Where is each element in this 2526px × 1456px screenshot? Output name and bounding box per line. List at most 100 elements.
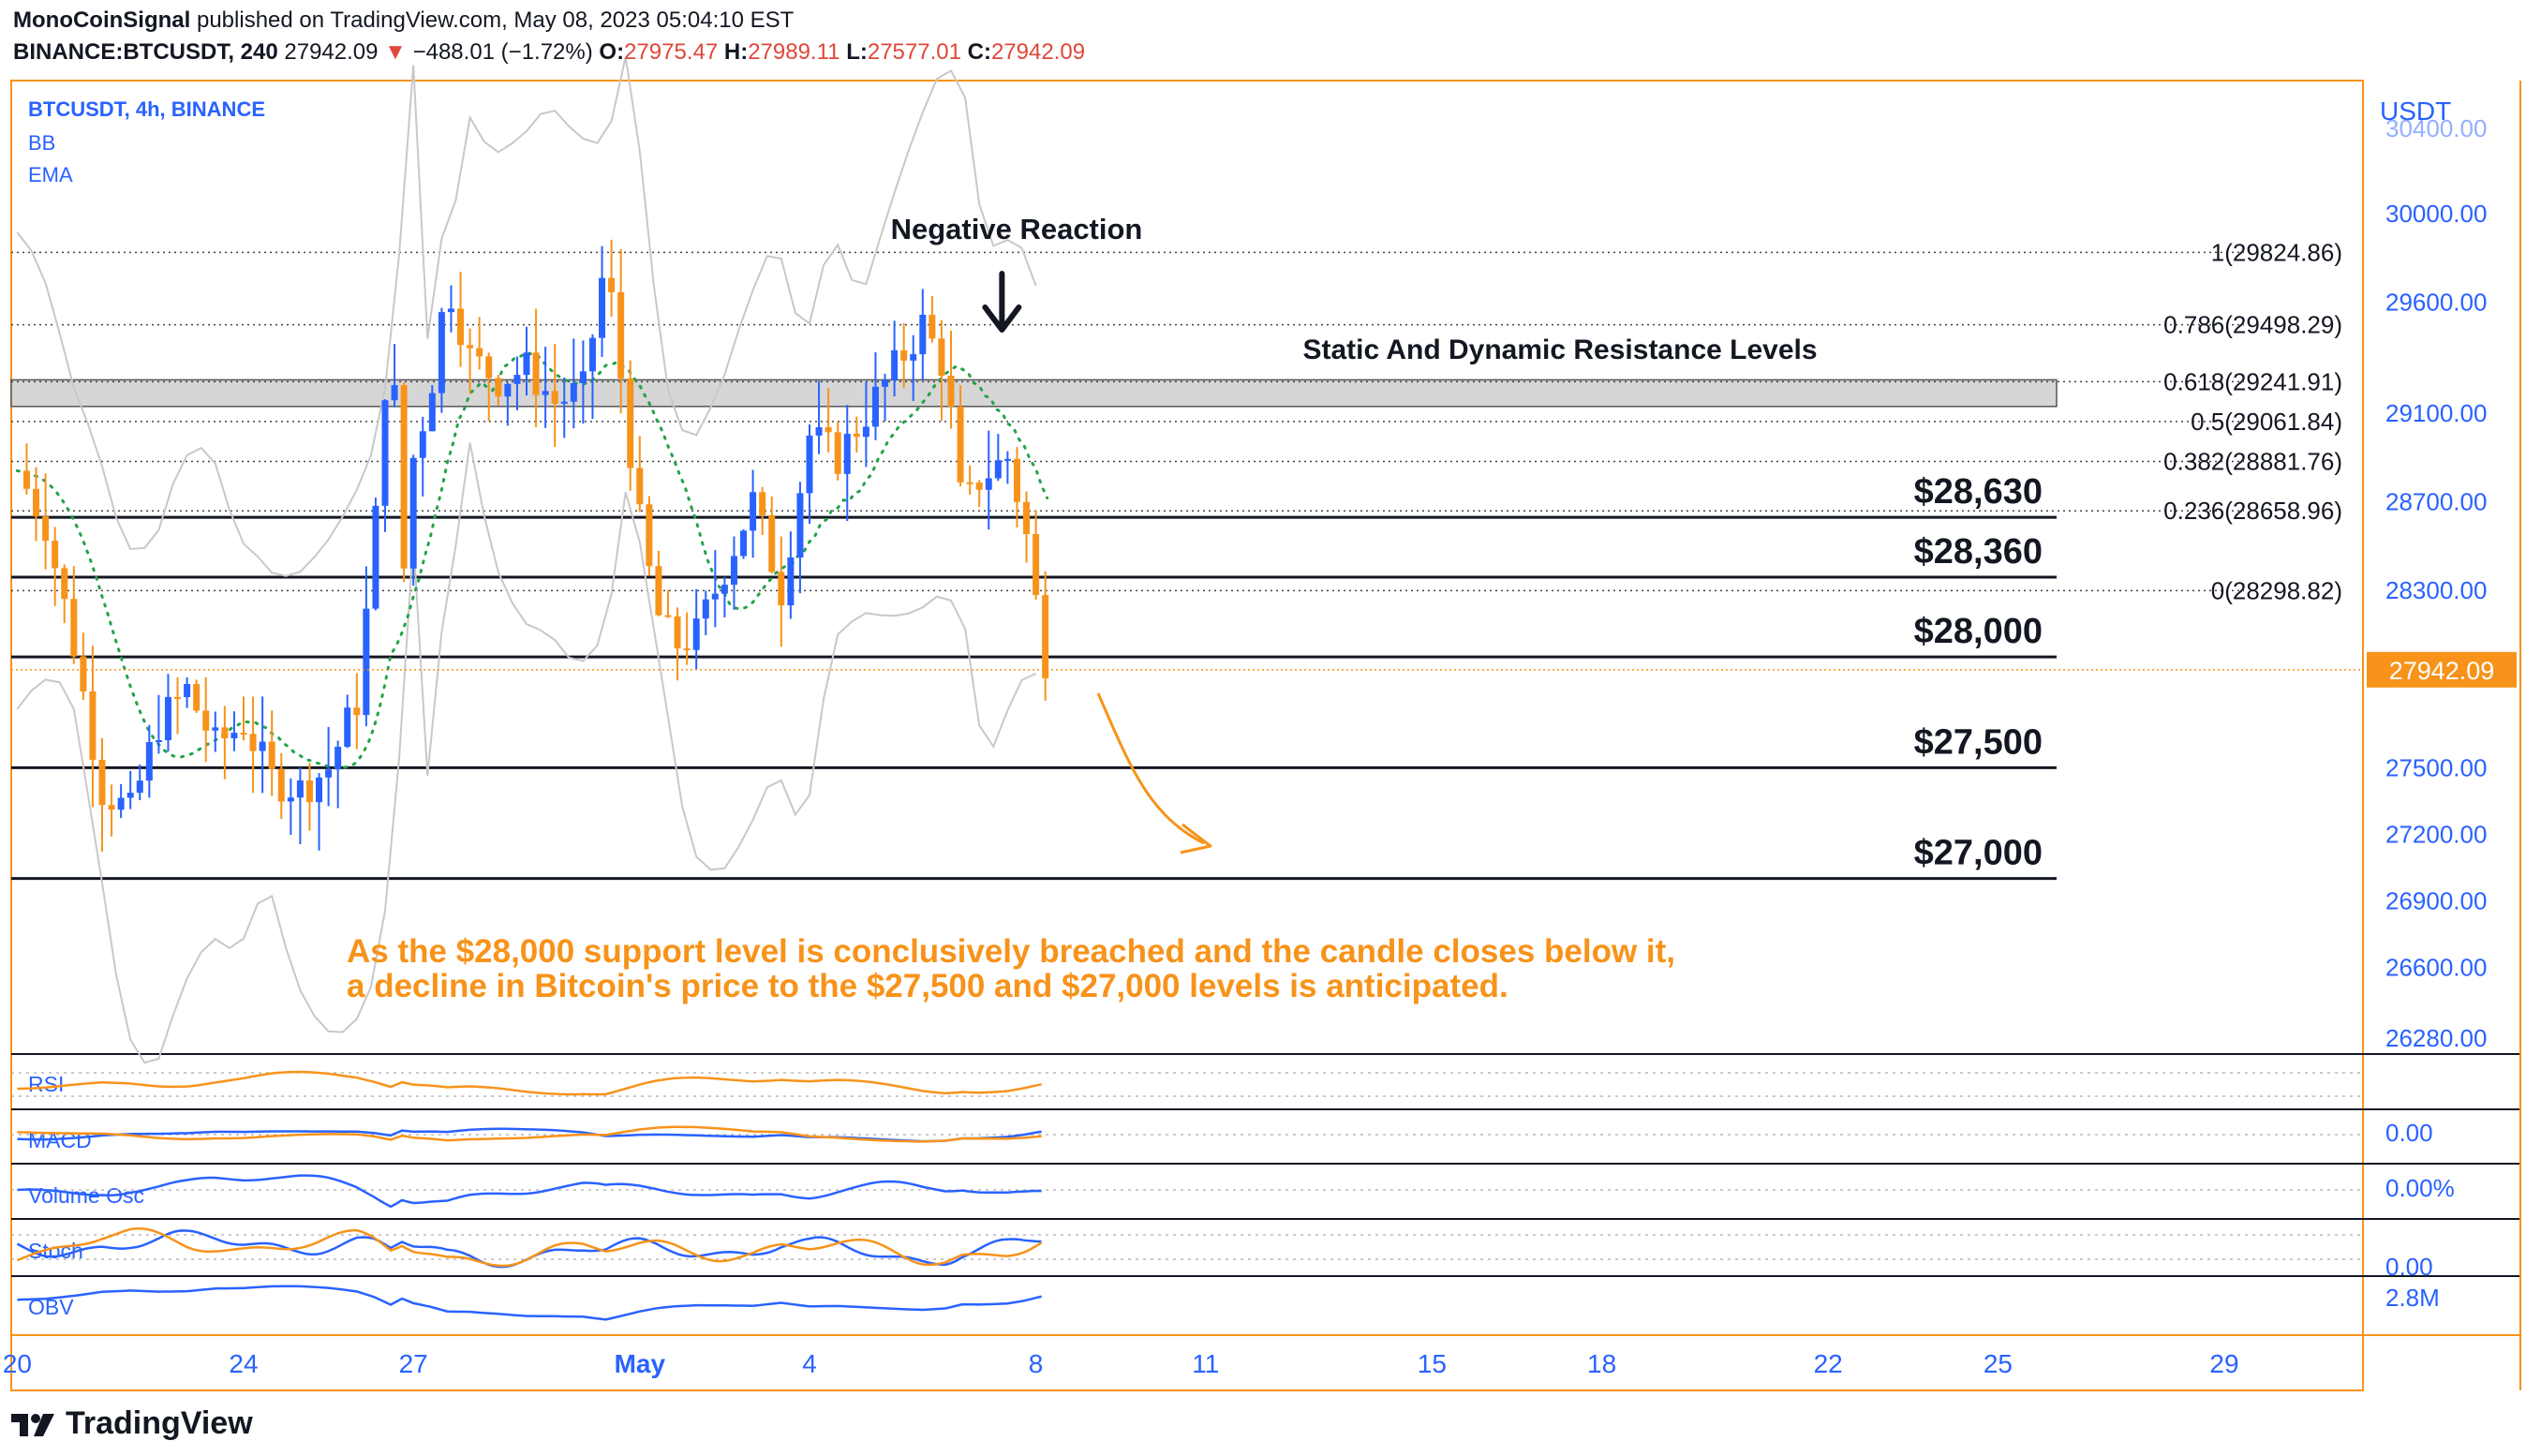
candle-body [353, 707, 361, 716]
time-tick: 25 [1984, 1349, 2013, 1378]
candle-body [966, 482, 973, 484]
price-tick: 27200.00 [2385, 820, 2487, 848]
negative-reaction-label: Negative Reaction [891, 213, 1143, 245]
fib-level-label: 0.786(29498.29) [2163, 311, 2342, 339]
candle-body [126, 793, 134, 798]
candle-body [1013, 458, 1020, 502]
candle-body [174, 696, 182, 699]
candle-body [843, 433, 851, 474]
candle-body [117, 797, 125, 810]
candle-body [98, 759, 106, 806]
candle-body [636, 468, 644, 505]
price-tick: 26280.00 [2385, 1024, 2487, 1052]
ema-legend[interactable]: EMA [28, 163, 73, 186]
publish-info: published on TradingView.com, May 08, 20… [196, 7, 795, 33]
indicator-value: 0.00 [2385, 1253, 2433, 1281]
support-levels-layer: $28,630 $28,360 $28,000 $27,500 $27,000 [11, 472, 2057, 881]
candle-body [240, 733, 247, 735]
ema-dotted-line [15, 350, 1049, 770]
price-tick: 28300.00 [2385, 576, 2487, 604]
down-arrow-icon [982, 271, 1022, 333]
fib-level-label: 1(29824.86) [2211, 238, 2342, 266]
candle-body [513, 375, 521, 384]
candle-body [778, 572, 785, 606]
author-name[interactable]: MonoCoinSignal [13, 7, 191, 33]
price-tick: 26900.00 [2385, 886, 2487, 914]
candle-body [305, 780, 313, 803]
ohlc-header: BINANCE:BTCUSDT, 240 27942.09 ▼ −488.01 … [13, 39, 1085, 66]
candle-body [768, 515, 776, 572]
candle-body [957, 407, 964, 483]
candle-body [363, 608, 370, 716]
candle-body [560, 401, 568, 404]
open-label: O: [599, 39, 625, 65]
candle-body [438, 312, 445, 394]
level-label: $28,360 [1914, 532, 2043, 572]
candle-body [542, 391, 549, 395]
current-price-label: 27942.09 [2389, 657, 2495, 685]
candle-body [316, 777, 323, 803]
candle-body [202, 710, 210, 731]
level-label: $27,000 [1914, 834, 2043, 873]
price-tick: 30400.00 [2385, 114, 2487, 142]
candle-body [871, 386, 879, 427]
candle-body [325, 769, 333, 778]
candle-body [834, 432, 841, 474]
currency-label: USDT [2380, 97, 2451, 126]
ema-line [15, 350, 1049, 770]
candles-layer [22, 239, 1049, 852]
candle-body [674, 616, 681, 649]
candle-body [711, 593, 719, 600]
candle-body [900, 349, 908, 361]
candle-body [334, 747, 342, 770]
stoch-d-line [16, 1226, 1043, 1268]
bb-lower-band [16, 442, 1037, 1064]
fib-level-label: 0.618(29241.91) [2163, 367, 2342, 395]
candle-body [193, 684, 201, 711]
high-value: 27989.11 [748, 39, 840, 65]
candle-body [721, 585, 728, 594]
open-value: 27975.47 [624, 39, 719, 65]
volume-osc-line [17, 1174, 1042, 1209]
candle-body [212, 727, 219, 731]
tradingview-logo[interactable]: TradingView [11, 1405, 253, 1442]
price-tick: 28700.00 [2385, 488, 2487, 516]
candle-body [372, 505, 379, 609]
candle-body [495, 378, 502, 397]
candle-body [947, 375, 955, 408]
candle-body [1033, 534, 1040, 596]
fib-level-label: 0.382(28881.76) [2163, 448, 2342, 476]
fib-level-label: 0.236(28658.96) [2163, 497, 2342, 525]
candle-body [70, 599, 78, 657]
last-price: 27942.09 [284, 39, 379, 65]
time-tick: 4 [802, 1349, 817, 1378]
resistance-zone-layer [10, 379, 2058, 408]
time-tick: 18 [1587, 1349, 1616, 1378]
low-label: L: [846, 39, 868, 65]
candle-body [975, 483, 983, 490]
candle-body [164, 696, 171, 740]
candle-body [853, 433, 860, 438]
candle-body [891, 349, 899, 380]
series-legend[interactable]: BTCUSDT, 4h, BINANCE [28, 97, 266, 121]
candle-body [221, 727, 229, 739]
bb-upper-band [16, 56, 1037, 577]
time-scale[interactable]: 20 24 27 May 4 8 11 15 18 22 25 29 [3, 1349, 2239, 1378]
candle-body [249, 734, 257, 751]
candle-body [89, 691, 97, 760]
resistance-levels-label: Static And Dynamic Resistance Levels [1302, 334, 1817, 365]
candle-body [646, 504, 653, 567]
candle-body [277, 768, 285, 802]
candle-body [268, 741, 275, 769]
candle-body [740, 530, 748, 557]
candle-body [42, 516, 50, 542]
time-tick: 24 [229, 1349, 258, 1378]
candle-body [485, 356, 493, 379]
candle-body [259, 741, 266, 751]
bb-legend[interactable]: BB [28, 131, 56, 155]
level-label: $28,630 [1914, 472, 2043, 512]
candle-body [136, 780, 143, 794]
